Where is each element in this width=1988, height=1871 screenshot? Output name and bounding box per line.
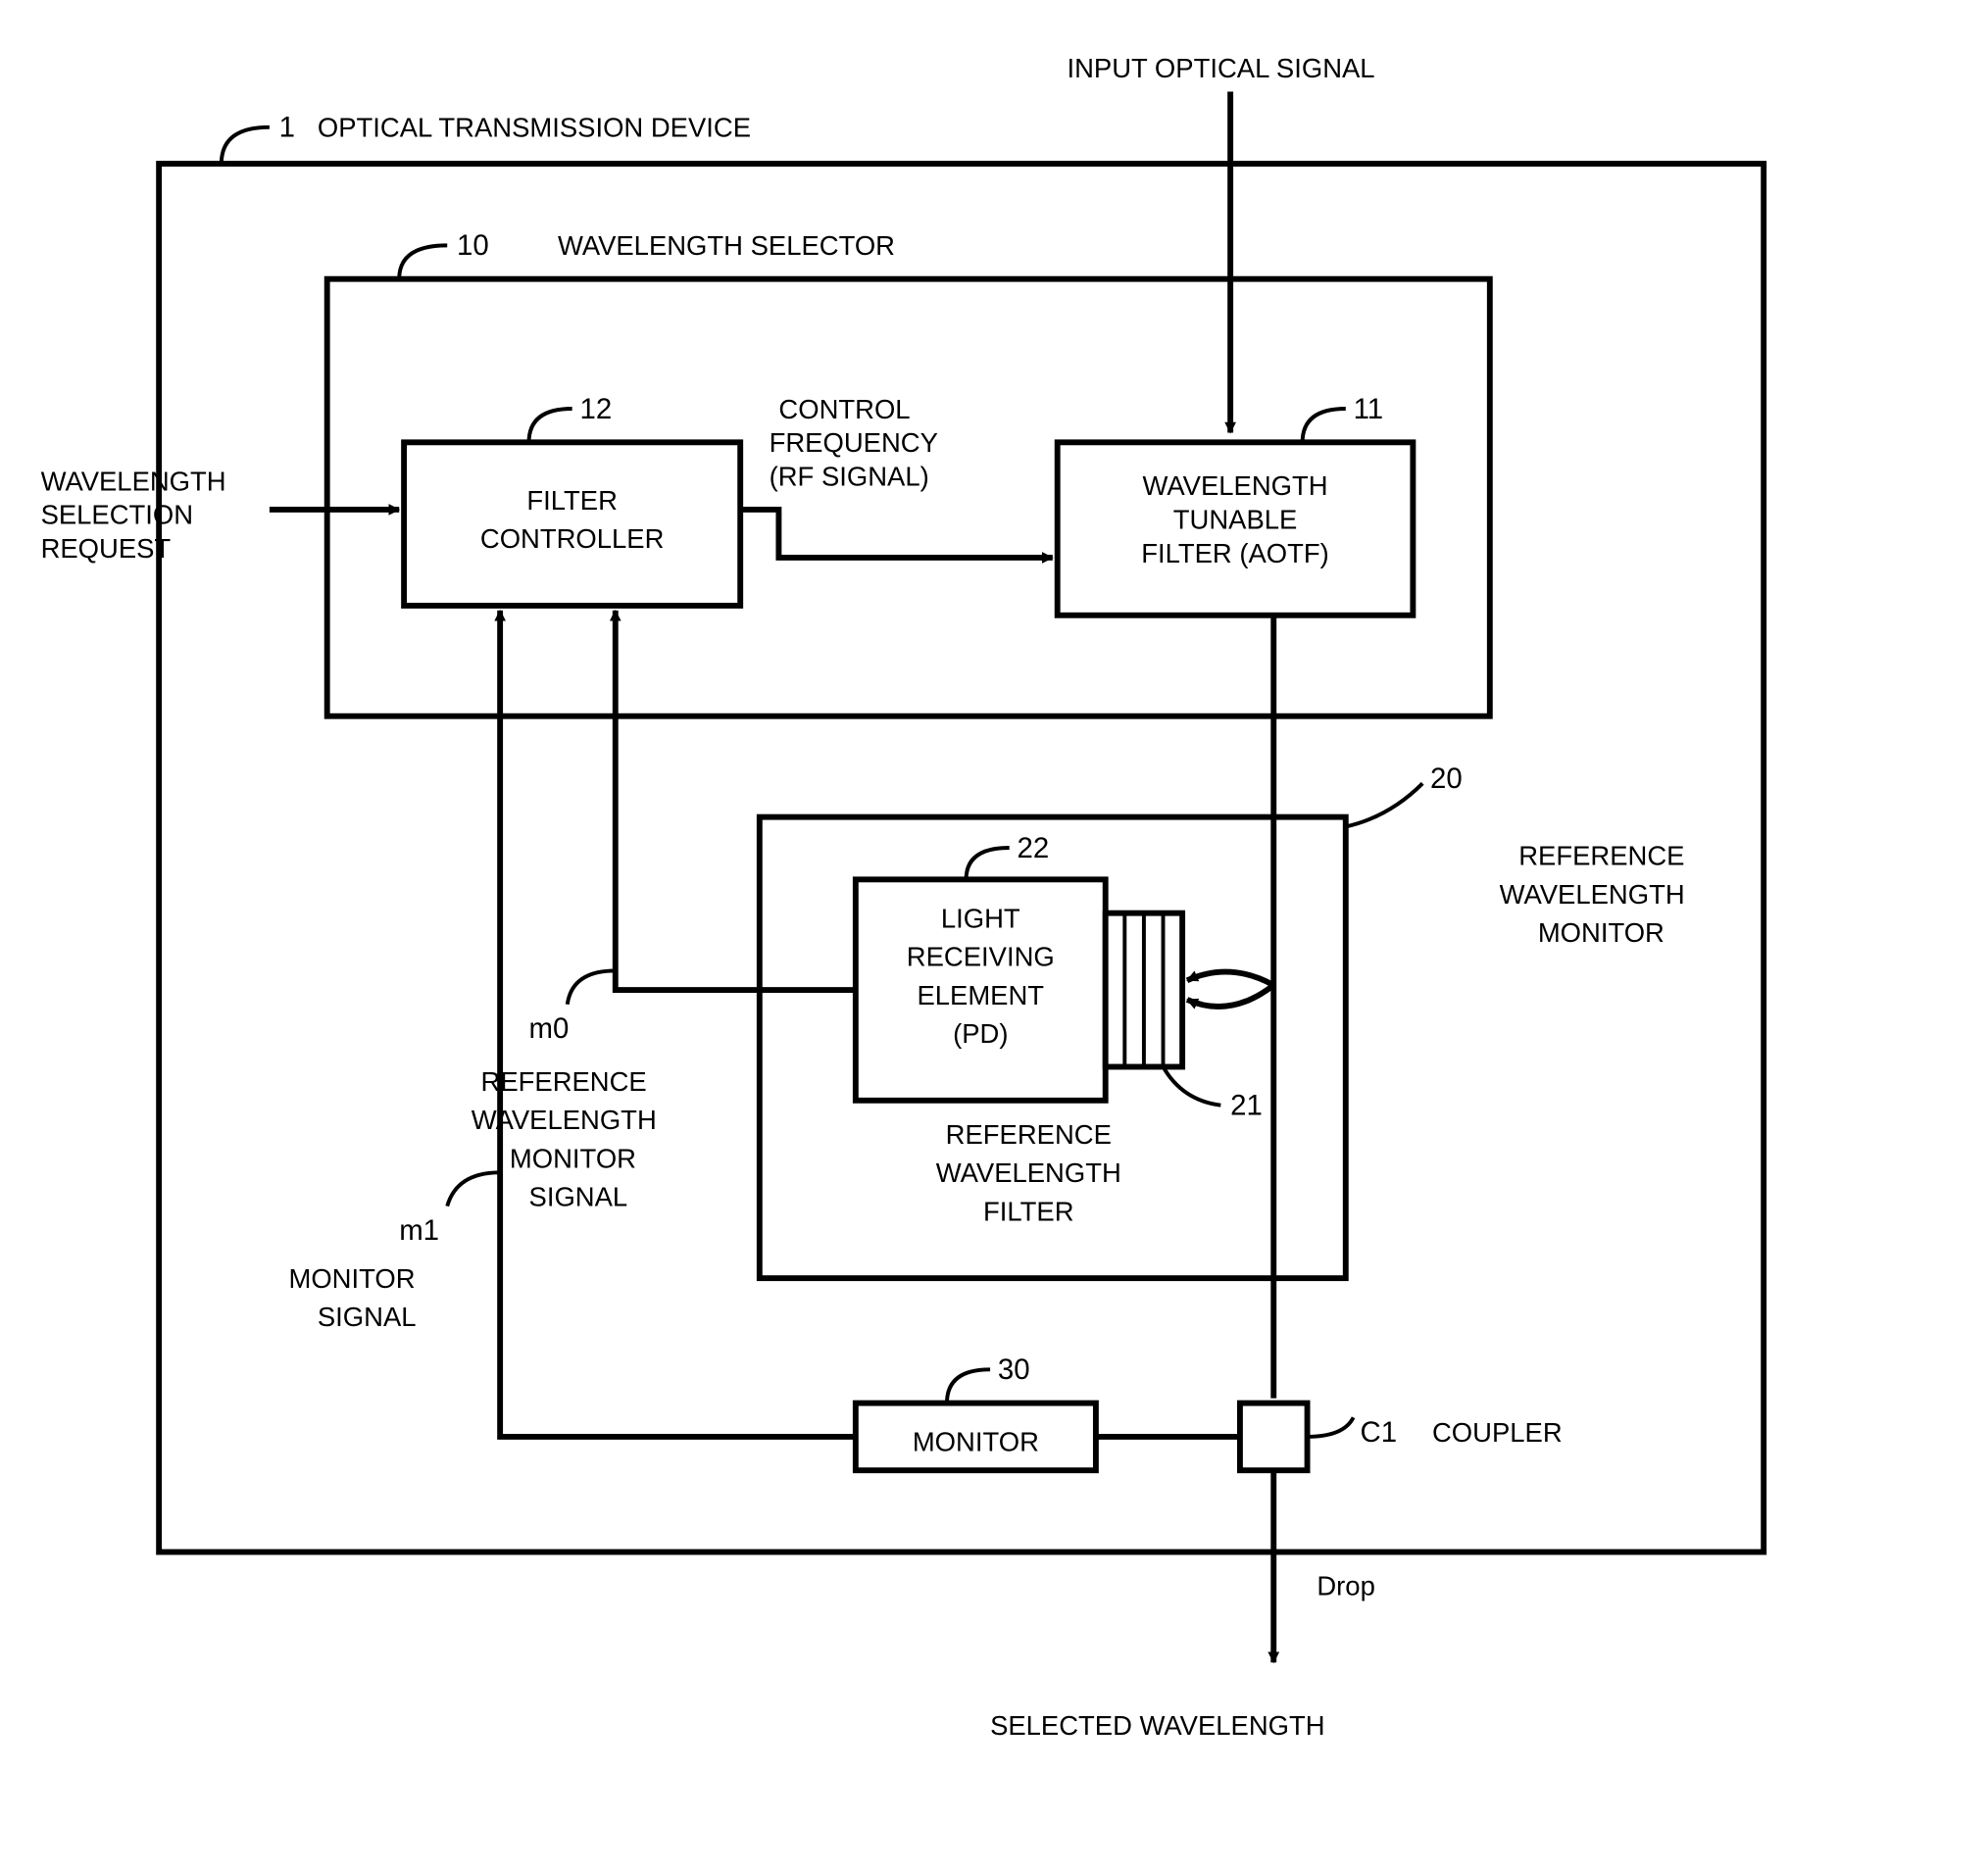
refmon-sig-l4: SIGNAL xyxy=(529,1182,628,1212)
ref-num-10: 10 xyxy=(457,229,489,262)
sel-request-l3: REQUEST xyxy=(41,533,172,564)
pd-l4: (PD) xyxy=(953,1018,1008,1049)
coupler-label: COUPLER xyxy=(1432,1417,1563,1448)
ref-hook-11 xyxy=(1303,409,1346,442)
monitor-label: MONITOR xyxy=(913,1427,1039,1457)
into-ref-filter-2 xyxy=(1187,985,1273,1007)
ref-hook-c1 xyxy=(1308,1417,1354,1437)
ref-num-21: 21 xyxy=(1230,1090,1263,1122)
ref-filter-l1: REFERENCE xyxy=(946,1119,1112,1150)
filter-controller-l2: CONTROLLER xyxy=(480,523,665,554)
ref-hook-1 xyxy=(222,127,270,164)
ctrl-freq-l2: FREQUENCY xyxy=(770,427,938,458)
ref-num-c1: C1 xyxy=(1360,1416,1397,1449)
m0-label: m0 xyxy=(529,1012,570,1045)
m1-hook xyxy=(447,1172,500,1206)
mon-sig-l1: MONITOR xyxy=(288,1263,415,1294)
mon-sig-l2: SIGNAL xyxy=(318,1302,417,1332)
input-signal-label: INPUT OPTICAL SIGNAL xyxy=(1067,53,1374,83)
ref-hook-10 xyxy=(399,245,447,278)
ref-hook-22 xyxy=(967,848,1010,879)
aotf-l3: FILTER (AOTF) xyxy=(1141,538,1329,568)
sel-request-l2: SELECTION xyxy=(41,500,194,530)
filter-controller-l1: FILTER xyxy=(526,485,617,516)
into-ref-filter xyxy=(1187,972,1273,986)
ctrl-freq-l3: (RF SIGNAL) xyxy=(770,461,929,491)
ref-num-20: 20 xyxy=(1430,763,1463,795)
ref-hook-20 xyxy=(1346,783,1422,826)
m0-line xyxy=(616,611,856,990)
ref-hook-12 xyxy=(529,409,572,442)
ref-num-12: 12 xyxy=(579,393,612,425)
ref20-l3: MONITOR xyxy=(1538,917,1665,948)
sel-wave-label: SELECTED WAVELENGTH xyxy=(990,1710,1325,1741)
ref-hook-21 xyxy=(1164,1066,1221,1105)
ctrl-freq-l1: CONTROL xyxy=(778,394,910,424)
coupler-box xyxy=(1240,1403,1308,1471)
refmon-sig-l1: REFERENCE xyxy=(481,1066,647,1097)
ref-filter-l2: WAVELENGTH xyxy=(936,1157,1121,1188)
sel-request-l1: WAVELENGTH xyxy=(41,466,226,496)
ref-num-30: 30 xyxy=(998,1354,1030,1386)
m0-hook xyxy=(568,970,616,1004)
drop-label: Drop xyxy=(1317,1571,1374,1601)
ref-num-1: 1 xyxy=(279,112,295,144)
pd-l3: ELEMENT xyxy=(917,980,1044,1010)
ref-label-10: WAVELENGTH SELECTOR xyxy=(558,230,895,261)
pd-l2: RECEIVING xyxy=(907,942,1055,972)
ref-hook-30 xyxy=(947,1369,990,1403)
aotf-l2: TUNABLE xyxy=(1173,505,1298,535)
m1-label: m1 xyxy=(399,1214,439,1247)
ref-num-22: 22 xyxy=(1018,832,1050,864)
pd-l1: LIGHT xyxy=(941,903,1020,933)
ctrl-freq-arrow xyxy=(740,510,1053,558)
ref20-l1: REFERENCE xyxy=(1518,841,1684,871)
ref-num-11: 11 xyxy=(1354,393,1384,425)
aotf-l1: WAVELENGTH xyxy=(1143,470,1328,501)
ref-filter-l3: FILTER xyxy=(983,1196,1073,1226)
ref-label-1: OPTICAL TRANSMISSION DEVICE xyxy=(318,113,751,143)
ref20-l2: WAVELENGTH xyxy=(1500,879,1685,910)
refmon-sig-l3: MONITOR xyxy=(510,1143,636,1173)
